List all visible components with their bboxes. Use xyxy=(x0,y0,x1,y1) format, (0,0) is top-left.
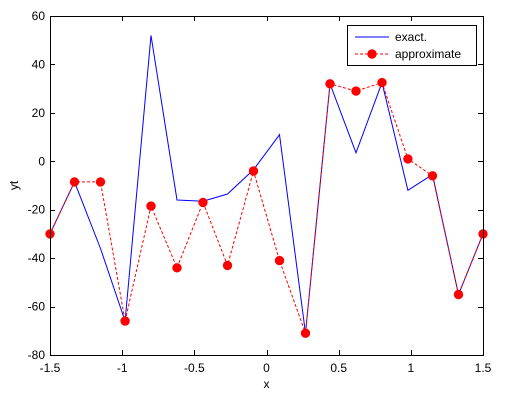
data-point xyxy=(403,154,413,164)
x-tick-label: 0 xyxy=(263,361,270,375)
y-axis-label: yt xyxy=(7,180,21,190)
data-point xyxy=(248,166,259,176)
series-layer xyxy=(45,35,488,338)
data-point xyxy=(325,79,335,89)
data-point xyxy=(274,255,285,266)
data-point xyxy=(95,177,106,187)
data-point xyxy=(69,177,80,187)
y-tick-label: 20 xyxy=(32,106,46,120)
data-point xyxy=(146,201,156,211)
y-tick-label: -20 xyxy=(28,203,46,217)
legend-marker xyxy=(367,49,377,59)
y-tick-label: 0 xyxy=(38,154,45,168)
legend-label: exact. xyxy=(395,30,427,44)
series-line xyxy=(49,35,484,334)
data-point xyxy=(351,86,361,96)
x-tick-label: 1.5 xyxy=(475,361,492,375)
x-tick-label: 0.5 xyxy=(330,361,347,375)
data-point xyxy=(300,328,311,338)
data-point xyxy=(222,260,233,271)
data-point xyxy=(427,171,438,181)
data-point xyxy=(453,289,464,300)
x-axis-label: x xyxy=(264,377,270,391)
y-tick-label: 60 xyxy=(32,9,46,23)
data-point xyxy=(172,263,182,273)
x-tick-label: -1.5 xyxy=(40,361,61,375)
x-tick-label: 1 xyxy=(407,361,414,375)
x-tick-label: -1 xyxy=(117,361,128,375)
y-tick-label: -80 xyxy=(28,348,46,362)
data-point xyxy=(120,316,130,326)
y-tick-label: -40 xyxy=(28,251,46,265)
legend-label: approximate xyxy=(395,47,461,61)
y-tick-label: -60 xyxy=(28,300,46,314)
x-tick-label: -0.5 xyxy=(184,361,205,375)
legend-box xyxy=(347,25,477,66)
legend: exact. approximate xyxy=(347,25,477,66)
data-point xyxy=(377,77,387,88)
series-exact xyxy=(49,35,484,334)
plot-border xyxy=(50,16,484,356)
data-point xyxy=(198,197,208,208)
series-approximate xyxy=(45,77,488,338)
plot-area xyxy=(50,16,483,355)
series-line xyxy=(49,81,484,334)
y-tick-label: 40 xyxy=(32,57,46,71)
